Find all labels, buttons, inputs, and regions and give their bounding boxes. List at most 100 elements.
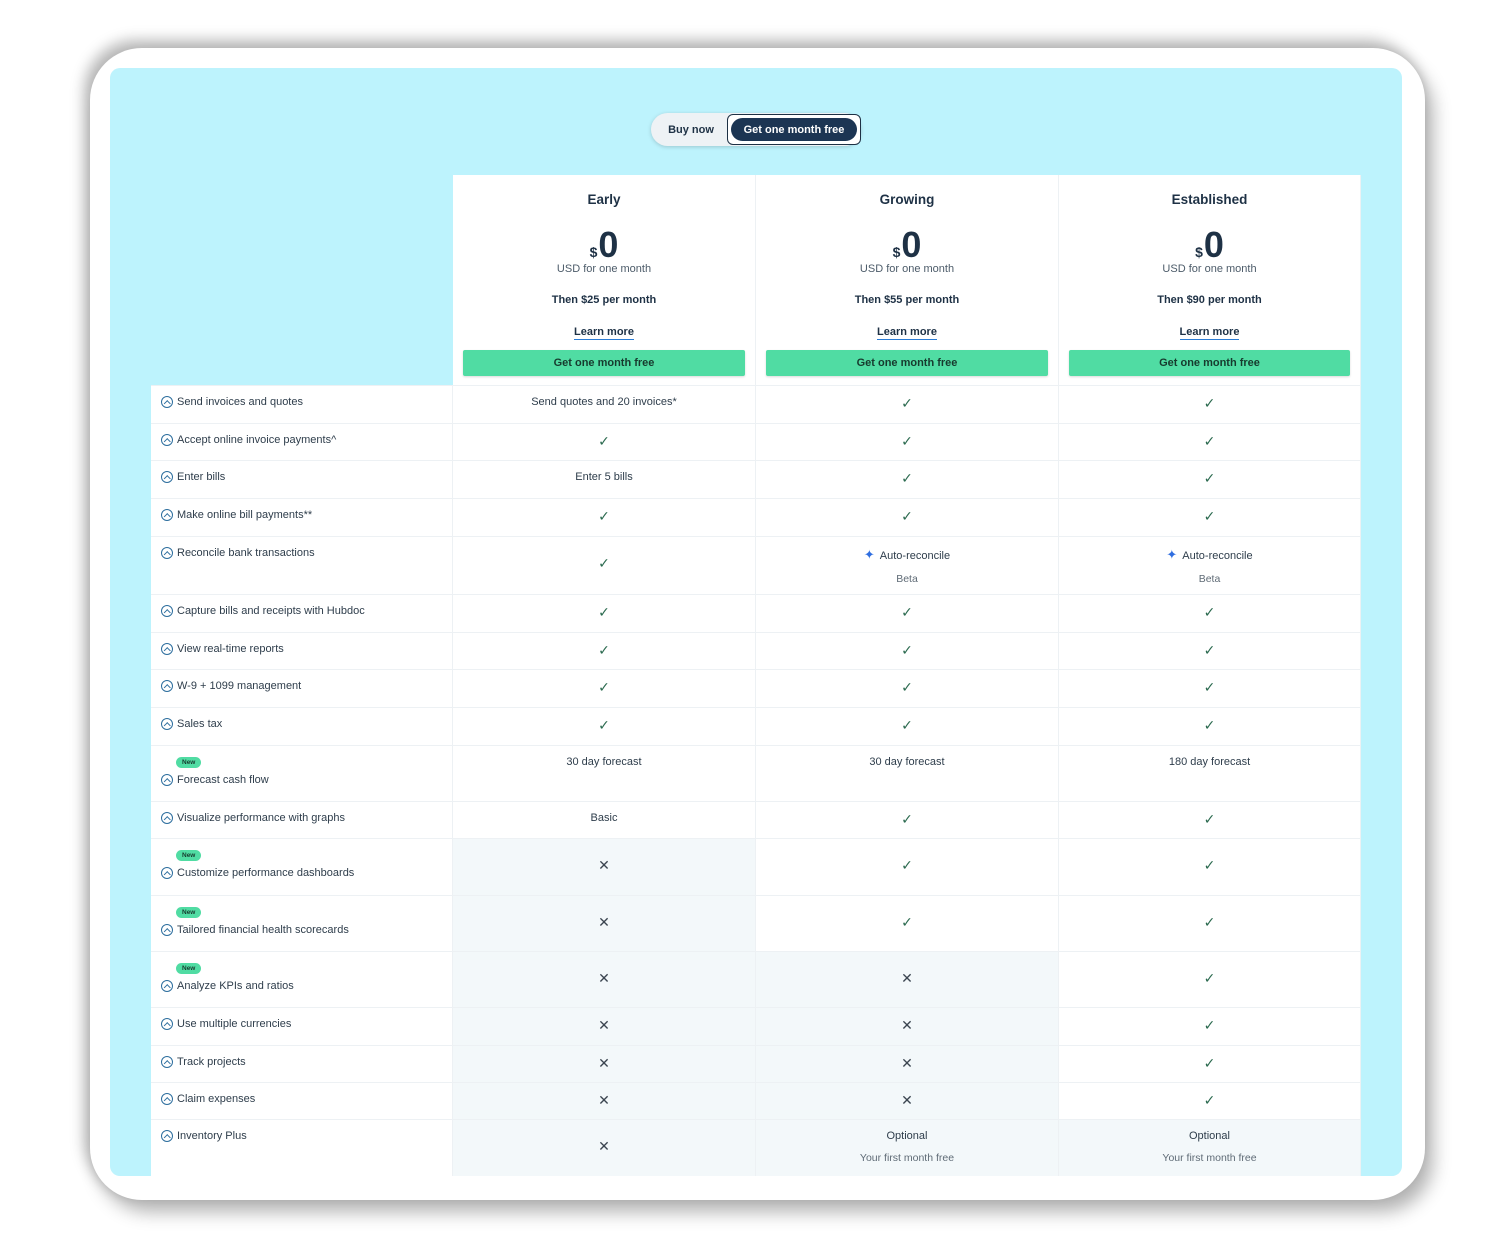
feature-label[interactable]: Track projects (151, 1046, 453, 1082)
feature-value-text: Basic (590, 812, 618, 824)
check-icon: ✓ (1203, 970, 1216, 986)
expand-chevron-icon[interactable] (161, 774, 173, 786)
feature-label[interactable]: New Tailored financial health scorecards (151, 896, 453, 951)
check-icon: ✓ (901, 857, 913, 873)
feature-value: Send quotes and 20 invoices* (453, 386, 756, 423)
expand-chevron-icon[interactable] (161, 718, 173, 730)
cross-icon: ✕ (598, 1017, 610, 1033)
feature-name: View real-time reports (177, 643, 284, 655)
get-one-month-free-button[interactable]: Get one month free (1069, 350, 1350, 376)
included-cell: ✓ (1059, 1083, 1361, 1119)
feature-label[interactable]: View real-time reports (151, 633, 453, 669)
plan-price: $ 0 (1059, 223, 1360, 263)
optional-addon-cell: Optional Your first month free (756, 1120, 1059, 1176)
included-cell: ✓ (1059, 952, 1361, 1007)
feature-name: Analyze KPIs and ratios (177, 980, 294, 992)
check-icon: ✓ (1203, 857, 1216, 873)
learn-more-link[interactable]: Learn more (574, 326, 634, 340)
feature-name: Tailored financial health scorecards (177, 924, 349, 936)
feature-label[interactable]: New Analyze KPIs and ratios (151, 952, 453, 1007)
expand-chevron-icon[interactable] (161, 434, 173, 446)
feature-label[interactable]: Accept online invoice payments^ (151, 424, 453, 460)
optional-addon-cell: Optional Your first month free (1059, 1120, 1361, 1176)
check-icon: ✓ (901, 679, 913, 695)
feature-label[interactable]: Enter bills (151, 461, 453, 498)
feature-row: Sales tax ✓ ✓ ✓ (151, 707, 1361, 745)
feature-row: Claim expenses ✕ ✕ ✓ (151, 1082, 1361, 1119)
feature-label[interactable]: Capture bills and receipts with Hubdoc (151, 595, 453, 632)
expand-chevron-icon[interactable] (161, 1130, 173, 1142)
expand-chevron-icon[interactable] (161, 980, 173, 992)
feature-label[interactable]: Send invoices and quotes (151, 386, 453, 423)
check-icon: ✓ (901, 395, 913, 411)
expand-chevron-icon[interactable] (161, 680, 173, 692)
expand-chevron-icon[interactable] (161, 924, 173, 936)
feature-name: Accept online invoice payments^ (177, 434, 337, 446)
feature-label[interactable]: Make online bill payments** (151, 499, 453, 536)
included-cell: ✓ (453, 424, 756, 460)
not-included-cell: ✕ (756, 1083, 1059, 1119)
feature-row: Capture bills and receipts with Hubdoc ✓ ✓… (151, 594, 1361, 632)
included-cell: ✓ (756, 802, 1059, 838)
feature-value: 180 day forecast (1059, 746, 1361, 801)
expand-chevron-icon[interactable] (161, 867, 173, 879)
check-icon: ✓ (1203, 604, 1216, 620)
feature-name: Visualize performance with graphs (177, 812, 345, 824)
expand-chevron-icon[interactable] (161, 812, 173, 824)
included-cell: ✓ (756, 461, 1059, 498)
feature-label[interactable]: Reconcile bank transactions (151, 537, 453, 594)
not-included-cell: ✕ (453, 952, 756, 1007)
plan-column-established: Established $ 0 USD for one month Then $… (1059, 175, 1361, 385)
included-cell: ✓ (756, 896, 1059, 951)
feature-row: Inventory Plus ✕ Optional Your first month… (151, 1119, 1361, 1176)
get-one-month-free-button[interactable]: Get one month free (766, 350, 1048, 376)
expand-chevron-icon[interactable] (161, 396, 173, 408)
beta-label: Beta (896, 573, 918, 585)
learn-more-link[interactable]: Learn more (877, 326, 937, 340)
expand-chevron-icon[interactable] (161, 509, 173, 521)
feature-label[interactable]: New Forecast cash flow (151, 746, 453, 801)
expand-chevron-icon[interactable] (161, 547, 173, 559)
auto-reconcile-label: Auto-reconcile (1182, 550, 1253, 562)
free-month-option[interactable]: Get one month free (731, 118, 857, 141)
expand-chevron-icon[interactable] (161, 1056, 173, 1068)
expand-chevron-icon[interactable] (161, 1093, 173, 1105)
feature-label[interactable]: Visualize performance with graphs (151, 802, 453, 838)
purchase-mode-toggle[interactable]: Buy now Get one month free (651, 113, 861, 146)
expand-chevron-icon[interactable] (161, 471, 173, 483)
feature-label[interactable]: W-9 + 1099 management (151, 670, 453, 707)
not-included-cell: ✕ (453, 839, 756, 895)
feature-name: Track projects (177, 1056, 246, 1068)
cross-icon: ✕ (901, 1017, 913, 1033)
feature-label[interactable]: New Customize performance dashboards (151, 839, 453, 895)
check-icon: ✓ (1203, 642, 1216, 658)
then-price: Then $25 per month (551, 294, 657, 306)
not-included-cell: ✕ (756, 1008, 1059, 1045)
buy-now-option[interactable]: Buy now (668, 123, 714, 136)
included-cell: ✓ (756, 424, 1059, 460)
get-one-month-free-button[interactable]: Get one month free (463, 350, 745, 376)
feature-label[interactable]: Inventory Plus (151, 1120, 453, 1176)
check-icon: ✓ (901, 811, 913, 827)
expand-chevron-icon[interactable] (161, 1018, 173, 1030)
check-icon: ✓ (1203, 811, 1216, 827)
feature-label[interactable]: Sales tax (151, 708, 453, 745)
included-cell: ✓ (453, 499, 756, 536)
plan-price: $ 0 (453, 223, 755, 263)
check-icon: ✓ (1203, 914, 1216, 930)
learn-more-link[interactable]: Learn more (1179, 326, 1240, 340)
feature-label[interactable]: Claim expenses (151, 1083, 453, 1119)
included-cell: ✓ (1059, 670, 1361, 707)
new-badge: New (176, 963, 202, 974)
then-price: Then $90 per month (1157, 294, 1262, 306)
expand-chevron-icon[interactable] (161, 643, 173, 655)
price-period: USD for one month (1162, 263, 1257, 275)
feature-label[interactable]: Use multiple currencies (151, 1008, 453, 1045)
check-icon: ✓ (901, 604, 913, 620)
check-icon: ✓ (1203, 395, 1216, 411)
not-included-cell: ✕ (453, 1046, 756, 1082)
feature-value-text: 180 day forecast (1168, 756, 1251, 768)
expand-chevron-icon[interactable] (161, 605, 173, 617)
check-icon: ✓ (901, 642, 913, 658)
plan-name: Established (1171, 192, 1248, 207)
